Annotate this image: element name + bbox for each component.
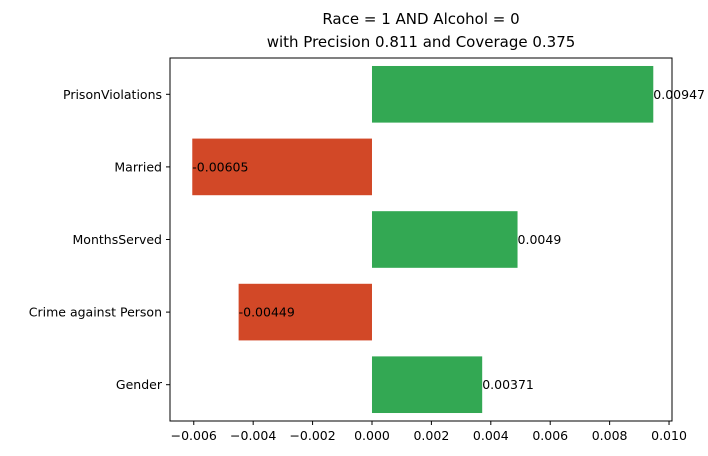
x-tick-label: 0.004: [473, 428, 509, 443]
bar-monthsserved: [371, 211, 518, 268]
x-tick-label: −0.002: [289, 428, 335, 443]
x-tick-label: 0.002: [413, 428, 449, 443]
x-tick-label: 0.010: [651, 428, 687, 443]
bar-crime-against-person: [238, 283, 372, 341]
bar-married: [192, 138, 372, 196]
x-tick-label: 0.008: [592, 428, 628, 443]
bar-gender: [371, 356, 483, 414]
x-tick-label: 0.000: [354, 428, 390, 443]
plot-frame: [169, 57, 673, 422]
bars-group: [192, 65, 654, 414]
y-tick-label: Married: [114, 159, 162, 174]
y-tick-label: Gender: [116, 377, 163, 392]
y-axis: PrisonViolations Married MonthsServed Crime…: [29, 87, 170, 392]
x-tick-label: −0.006: [171, 428, 217, 443]
y-tick-label: MonthsServed: [73, 232, 162, 247]
data-label: 0.0049: [518, 232, 562, 247]
x-tick-label: −0.004: [230, 428, 276, 443]
y-tick-label: PrisonViolations: [63, 87, 162, 102]
data-label: -0.00605: [192, 159, 248, 174]
bar-prisonviolations: [371, 65, 654, 123]
data-label: -0.00449: [239, 305, 295, 320]
y-tick-label: Crime against Person: [29, 305, 162, 320]
x-axis: −0.006 −0.004 −0.002 0.000 0.002 0.004 0.006 0.…: [171, 421, 687, 443]
chart-title-line-2: with Precision 0.811 and Coverage 0.375: [267, 33, 576, 51]
data-label: 0.00371: [482, 377, 534, 392]
x-tick-label: 0.006: [532, 428, 568, 443]
chart-title-line-1: Race = 1 AND Alcohol = 0: [322, 10, 519, 28]
data-labels-group: 0.00947 -0.00605 0.0049 -0.00449 0.00371: [192, 87, 705, 392]
data-label: 0.00947: [653, 87, 705, 102]
